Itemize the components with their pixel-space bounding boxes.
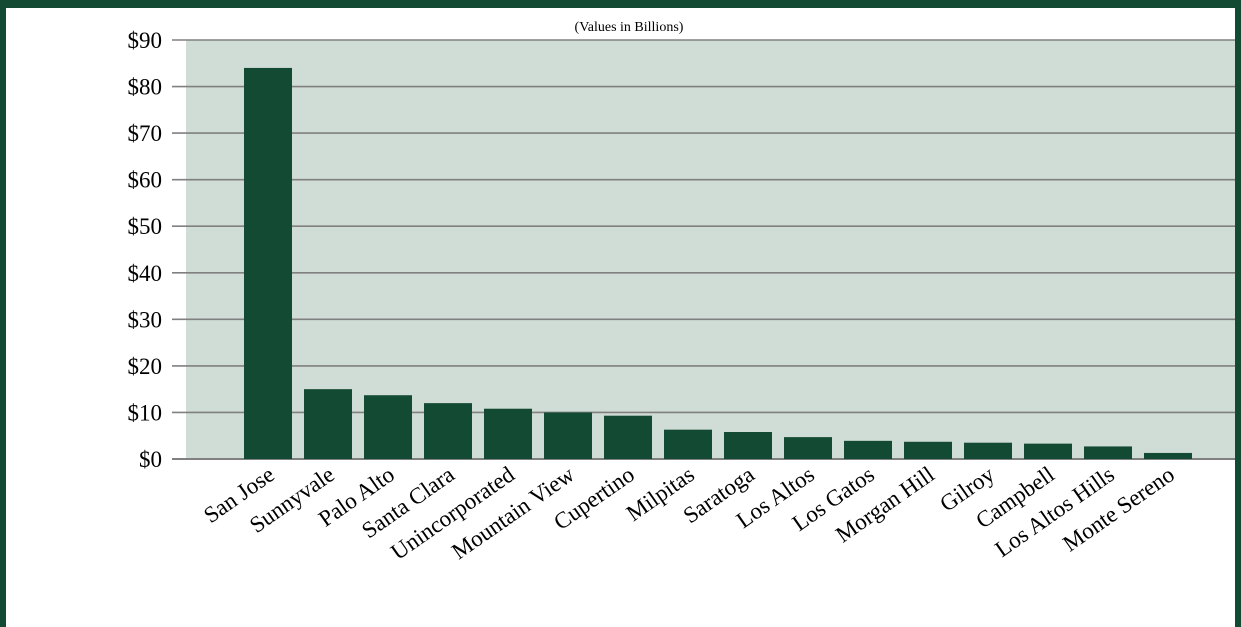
y-tick-label: $70 — [128, 121, 163, 146]
chart-subtitle: (Values in Billions) — [575, 20, 684, 35]
y-tick-label: $60 — [128, 168, 163, 193]
gridlines — [172, 39, 1235, 460]
bar — [424, 403, 472, 459]
bar — [724, 431, 772, 459]
y-tick-label: $30 — [128, 307, 163, 332]
y-tick-label: $10 — [128, 400, 163, 425]
y-tick-label: $80 — [128, 75, 163, 100]
bar — [844, 440, 892, 459]
y-tick-label: $20 — [128, 354, 163, 379]
bar — [604, 415, 652, 459]
bar — [784, 437, 832, 459]
bar — [1024, 443, 1072, 459]
bar — [964, 442, 1012, 459]
y-tick-label: $0 — [139, 447, 162, 472]
bar — [904, 441, 952, 459]
plot-background — [186, 40, 1235, 459]
bar — [304, 389, 352, 459]
y-tick-label: $40 — [128, 261, 163, 286]
bars — [244, 67, 1192, 459]
y-axis-ticks: $0 $10 $20 $30 $40 $50 $60 $70 $80 $90 — [128, 28, 163, 472]
bar — [484, 408, 532, 459]
bar — [664, 429, 712, 459]
bar — [1144, 452, 1192, 459]
y-tick-label: $90 — [128, 28, 163, 53]
bar — [244, 67, 292, 459]
bar — [364, 395, 412, 459]
y-tick-label: $50 — [128, 214, 163, 239]
bar — [1084, 446, 1132, 459]
bar — [544, 412, 592, 459]
